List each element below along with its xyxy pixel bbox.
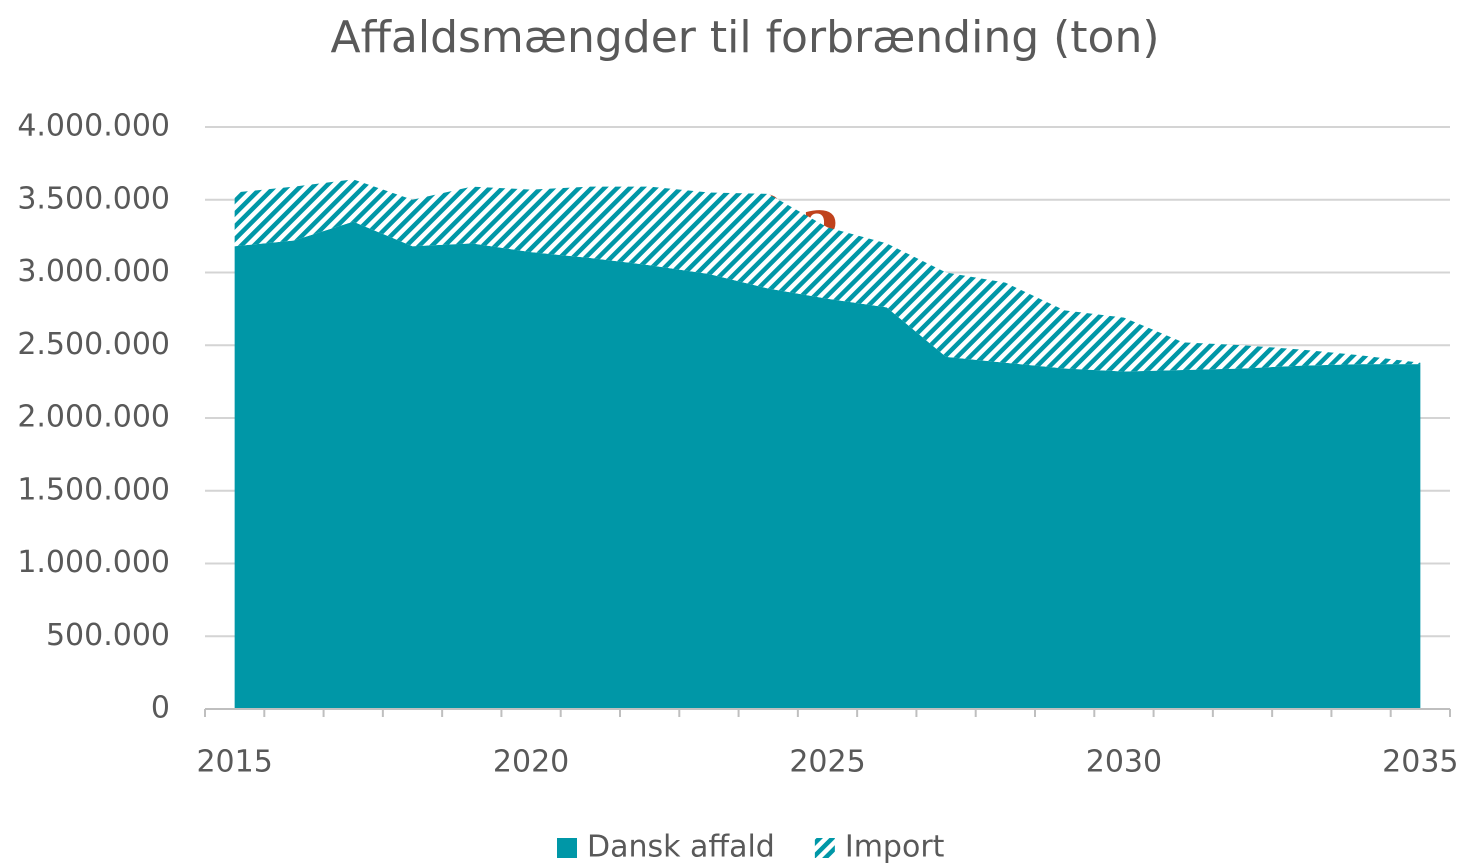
x-tick-label: 2015 <box>196 745 272 780</box>
legend-label: Dansk affald <box>587 830 775 865</box>
legend-swatch <box>814 838 835 858</box>
y-tick-label: 3.500.000 <box>17 181 170 216</box>
chart-title: Affaldsmængder til forbrænding (ton) <box>330 12 1159 63</box>
y-tick-label: 4.000.000 <box>17 109 170 144</box>
y-tick-label: 3.000.000 <box>17 254 170 289</box>
legend-swatch <box>557 838 577 858</box>
y-tick-label: 2.000.000 <box>17 400 170 435</box>
y-tick-label: 1.000.000 <box>17 545 170 580</box>
area <box>234 221 1421 709</box>
y-tick-label: 1.500.000 <box>17 472 170 507</box>
x-tick-label: 2020 <box>493 745 569 780</box>
x-tick-label: 2035 <box>1382 745 1458 780</box>
legend-label: Import <box>845 830 945 865</box>
x-tick-label: 2025 <box>789 745 865 780</box>
y-tick-label: 500.000 <box>46 618 170 653</box>
x-tick-label: 2030 <box>1086 745 1162 780</box>
y-tick-label: 2.500.000 <box>17 327 170 362</box>
y-tick-label: 0 <box>151 691 170 726</box>
area <box>234 179 1421 372</box>
